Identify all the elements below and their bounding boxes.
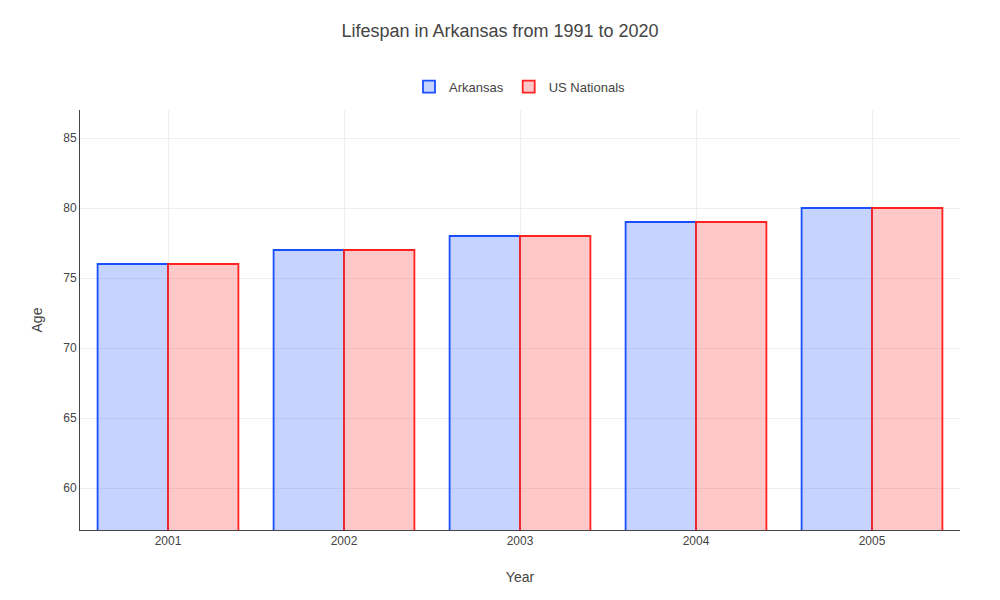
svg-text:US Nationals: US Nationals (549, 80, 625, 95)
svg-text:75: 75 (63, 271, 77, 285)
svg-text:2004: 2004 (683, 534, 710, 548)
svg-text:2001: 2001 (155, 534, 182, 548)
svg-text:85: 85 (63, 131, 77, 145)
svg-text:65: 65 (63, 411, 77, 425)
svg-text:70: 70 (63, 341, 77, 355)
svg-text:80: 80 (63, 201, 77, 215)
svg-text:Age: Age (29, 307, 45, 332)
svg-text:Arkansas: Arkansas (449, 80, 504, 95)
svg-text:2002: 2002 (331, 534, 358, 548)
svg-text:Lifespan in Arkansas from 1991: Lifespan in Arkansas from 1991 to 2020 (341, 21, 658, 41)
svg-text:2005: 2005 (859, 534, 886, 548)
svg-text:2003: 2003 (507, 534, 534, 548)
svg-text:60: 60 (63, 481, 77, 495)
svg-text:Year: Year (506, 569, 535, 585)
